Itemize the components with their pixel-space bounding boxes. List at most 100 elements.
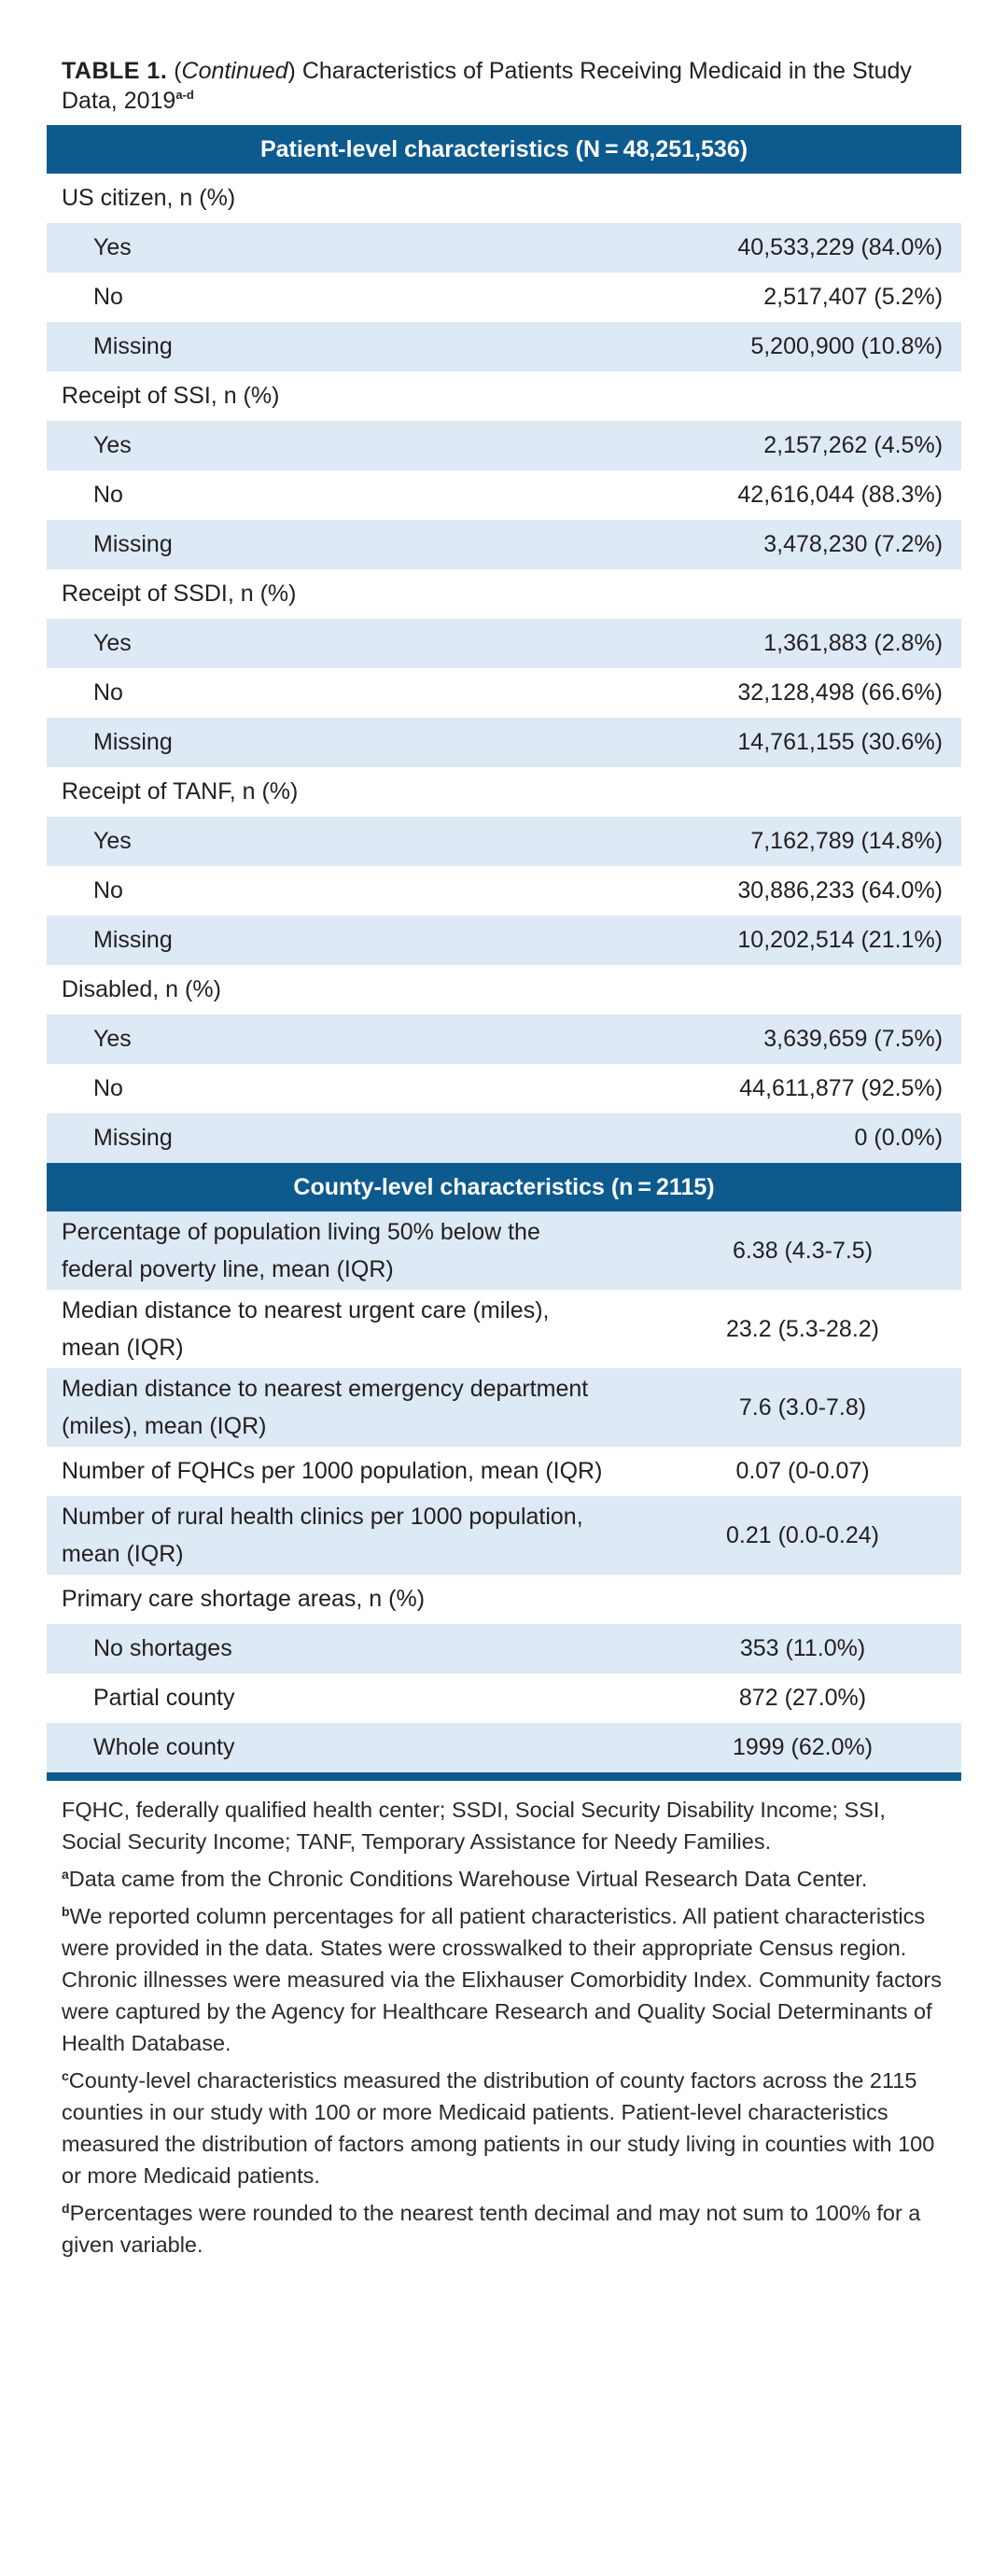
- row-value: 0.07 (0-0.07): [735, 1458, 870, 1484]
- footnote-mark: d: [62, 2201, 70, 2216]
- row-value: 32,128,498 (66.6%): [737, 679, 944, 706]
- row-value: 1999 (62.0%): [644, 1723, 962, 1772]
- table-row: No 32,128,498 (66.6%): [47, 668, 961, 718]
- footnote-d: dPercentages were rounded to the nearest…: [62, 2197, 946, 2261]
- row-label: Yes: [47, 619, 644, 668]
- row-label: Missing: [47, 520, 644, 569]
- row-label: Partial county: [93, 1685, 235, 1711]
- table-row: No shortages 353 (11.0%): [47, 1624, 962, 1673]
- row-label: Number of FQHCs per 1000 population, mea…: [62, 1458, 603, 1484]
- section-header-label: County-level characteristics (n = 2115): [47, 1163, 962, 1211]
- footnote-text: We reported column percentages for all p…: [62, 1904, 942, 2055]
- row-value: 7.6 (3.0-7.8): [644, 1368, 962, 1447]
- row-label-line: mean (IQR): [62, 1335, 184, 1361]
- row-label: Missing: [47, 718, 644, 767]
- row-value: 0.21 (0.0-0.24): [644, 1496, 962, 1575]
- group-row: US citizen, n (%): [47, 174, 961, 223]
- group-label: Primary care shortage areas, n (%): [62, 1586, 426, 1612]
- table-row: Missing 5,200,900 (10.8%): [47, 322, 962, 371]
- row-label: No: [93, 877, 123, 903]
- row-label: No: [93, 284, 123, 310]
- table-number: TABLE 1.: [62, 58, 168, 84]
- table-document: TABLE 1. (Continued) Characteristics of …: [47, 56, 962, 2266]
- row-value: 2,157,262 (4.5%): [644, 421, 962, 470]
- row-label: Median distance to nearest urgent care (…: [47, 1290, 644, 1368]
- footnote-text: County-level characteristics measured th…: [62, 2068, 935, 2188]
- row-label: Number of rural health clinics per 1000 …: [47, 1496, 644, 1575]
- row-label-line: mean (IQR): [62, 1541, 184, 1567]
- row-value: 7,162,789 (14.8%): [644, 817, 962, 866]
- row-value: 353 (11.0%): [644, 1624, 962, 1673]
- row-label: Yes: [47, 1015, 644, 1064]
- footnote-text: Percentages were rounded to the nearest …: [62, 2201, 921, 2257]
- row-value: 14,761,155 (30.6%): [644, 718, 962, 767]
- table-row: No 30,886,233 (64.0%): [47, 866, 961, 916]
- footnote-mark: b: [62, 1904, 70, 1919]
- footnotes: FQHC, federally qualified health center;…: [62, 1794, 946, 2261]
- continued-label: Continued: [181, 58, 288, 84]
- group-row: Receipt of SSI, n (%): [47, 371, 961, 421]
- group-label: Receipt of SSI, n (%): [62, 383, 280, 409]
- section-header-label: Patient-level characteristics (N = 48,25…: [47, 125, 962, 174]
- row-value: 3,478,230 (7.2%): [644, 520, 962, 569]
- row-value: 5,200,900 (10.8%): [644, 322, 962, 371]
- table-row: Percentage of population living 50% belo…: [47, 1211, 962, 1290]
- row-label: Median distance to nearest emergency dep…: [47, 1368, 644, 1447]
- row-value: 3,639,659 (7.5%): [644, 1015, 962, 1064]
- footnote-abbreviations: FQHC, federally qualified health center;…: [62, 1798, 886, 1854]
- table-row: Missing 14,761,155 (30.6%): [47, 718, 962, 767]
- row-label: Yes: [47, 817, 644, 866]
- row-label: Missing: [47, 322, 644, 371]
- table-row: No 42,616,044 (88.3%): [47, 470, 961, 520]
- table-row: Missing 0 (0.0%): [47, 1113, 962, 1163]
- row-label: No shortages: [47, 1624, 644, 1673]
- table-bottom-rule: [47, 1772, 961, 1781]
- group-row: Disabled, n (%): [47, 965, 961, 1015]
- table-row: No 44,611,877 (92.5%): [47, 1064, 961, 1113]
- row-value: 1,361,883 (2.8%): [644, 619, 962, 668]
- group-row: Primary care shortage areas, n (%): [47, 1575, 961, 1624]
- title-footnote-marks: a-d: [175, 88, 194, 102]
- row-value: 6.38 (4.3-7.5): [644, 1211, 962, 1290]
- footnote-b: bWe reported column percentages for all …: [62, 1900, 946, 2059]
- group-label: Disabled, n (%): [62, 976, 221, 1002]
- row-value: 30,886,233 (64.0%): [737, 877, 944, 903]
- table-row: Median distance to nearest urgent care (…: [47, 1290, 961, 1368]
- row-label: Yes: [47, 223, 644, 273]
- footnote-c: cCounty-level characteristics measured t…: [62, 2065, 946, 2191]
- row-value: 10,202,514 (21.1%): [644, 916, 962, 965]
- table-row: Number of FQHCs per 1000 population, mea…: [47, 1447, 961, 1496]
- row-label-line: Percentage of population living 50% belo…: [62, 1219, 540, 1245]
- row-label: No: [93, 1075, 123, 1101]
- table-row: Yes 2,157,262 (4.5%): [47, 421, 962, 470]
- footnote-mark: c: [62, 2068, 69, 2083]
- row-label-line: Median distance to nearest urgent care (…: [62, 1297, 550, 1323]
- row-label-line: (miles), mean (IQR): [62, 1413, 267, 1439]
- row-value: 44,611,877 (92.5%): [739, 1075, 944, 1101]
- patient-section-header: Patient-level characteristics (N = 48,25…: [47, 125, 962, 174]
- table-row: Yes 3,639,659 (7.5%): [47, 1015, 962, 1064]
- footnote-mark: a: [62, 1867, 69, 1882]
- row-label-line: federal poverty line, mean (IQR): [62, 1256, 394, 1282]
- group-label: Receipt of SSDI, n (%): [62, 581, 297, 607]
- table-row: Partial county 872 (27.0%): [47, 1673, 961, 1723]
- row-label-line: Median distance to nearest emergency dep…: [62, 1376, 589, 1402]
- row-label: No: [93, 679, 123, 706]
- row-value: 40,533,229 (84.0%): [644, 223, 962, 273]
- table-row: No 2,517,407 (5.2%): [47, 273, 961, 322]
- row-label: Whole county: [47, 1723, 644, 1772]
- table-row: Missing 10,202,514 (21.1%): [47, 916, 962, 965]
- row-label-line: Number of rural health clinics per 1000 …: [62, 1504, 583, 1530]
- table-row: Number of rural health clinics per 1000 …: [47, 1496, 962, 1575]
- table-row: Whole county 1999 (62.0%): [47, 1723, 962, 1772]
- group-row: Receipt of TANF, n (%): [47, 767, 961, 817]
- row-label: Missing: [47, 1113, 644, 1163]
- county-section-header: County-level characteristics (n = 2115): [47, 1163, 962, 1211]
- row-label: No: [93, 482, 123, 508]
- table-row: Yes 1,361,883 (2.8%): [47, 619, 962, 668]
- row-label: Missing: [47, 916, 644, 965]
- row-value: 23.2 (5.3-28.2): [726, 1316, 879, 1342]
- footnote-a: aData came from the Chronic Conditions W…: [62, 1863, 946, 1895]
- group-label: Receipt of TANF, n (%): [62, 778, 299, 805]
- row-label: Percentage of population living 50% belo…: [47, 1211, 644, 1290]
